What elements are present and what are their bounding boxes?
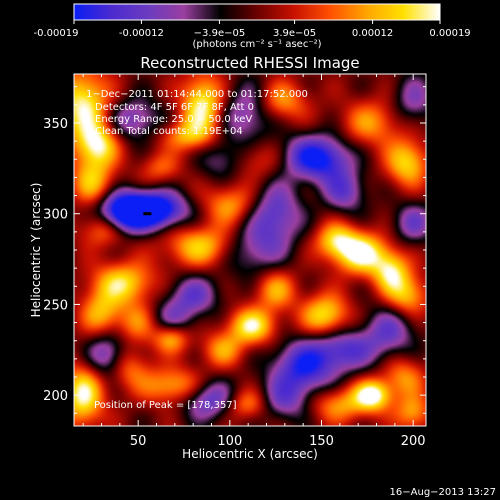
peak-position-label: Position of Peak = [178,357]: [94, 400, 237, 411]
colorbar-tick-label: 0.00019: [429, 28, 470, 39]
y-axis-ticks: 200 250 300 350: [43, 86, 426, 414]
colorbar-tick-label: -0.00012: [119, 28, 164, 39]
colorbar-tick-labels: -0.00019 -0.00012 −3.9e−05 3.9e−05 0.00012 0.…: [34, 28, 471, 39]
colorbar-tick-label: −3.9e−05: [194, 28, 246, 39]
y-tick-label: 200: [43, 389, 68, 404]
y-tick-label: 250: [43, 298, 68, 313]
x-tick-label: 50: [130, 434, 147, 449]
peak-marker: [143, 212, 152, 216]
annotation-time-range: 1−Dec−2011 01:14:44.000 to 01:17:52.000: [86, 89, 308, 100]
x-tick-label: 100: [217, 434, 242, 449]
colorbar-tick-label: 3.9e−05: [273, 28, 316, 39]
peak-marker-mark: [143, 212, 152, 216]
footer-timestamp: 16−Aug−2013 13:27: [390, 487, 496, 498]
x-axis-label: Heliocentric X (arcsec): [182, 447, 318, 461]
colorbar: [73, 3, 441, 21]
annotation-block: 1−Dec−2011 01:14:44.000 to 01:17:52.000 …: [86, 89, 308, 411]
chart-title: Reconstructed RHESSI Image: [140, 54, 359, 72]
colorbar-tick-label: 0.00012: [352, 28, 393, 39]
colorbar-ticks: [73, 20, 441, 24]
heatmap-area: [74, 74, 426, 426]
y-axis-label: Heliocentric Y (arcsec): [29, 183, 43, 318]
heatmap-image: [74, 74, 426, 426]
x-tick-label: 150: [309, 434, 334, 449]
x-axis-ticks: 50 100 150 200: [82, 74, 426, 449]
y-tick-label: 350: [43, 117, 68, 132]
colorbar-tick-label: -0.00019: [34, 28, 79, 39]
annotation-energy-range: Energy Range: 25.0 − 50.0 keV: [95, 114, 252, 125]
annotation-clean-counts: Clean Total counts: 1.19E+04: [95, 126, 243, 137]
x-tick-label: 200: [401, 434, 426, 449]
colorbar-unit-label: (photons cm⁻² s⁻¹ asec⁻²): [192, 39, 321, 50]
y-tick-label: 300: [43, 208, 68, 223]
annotation-detectors: Detectors: 4F 5F 6F 7F 8F, Att 0: [95, 102, 254, 113]
